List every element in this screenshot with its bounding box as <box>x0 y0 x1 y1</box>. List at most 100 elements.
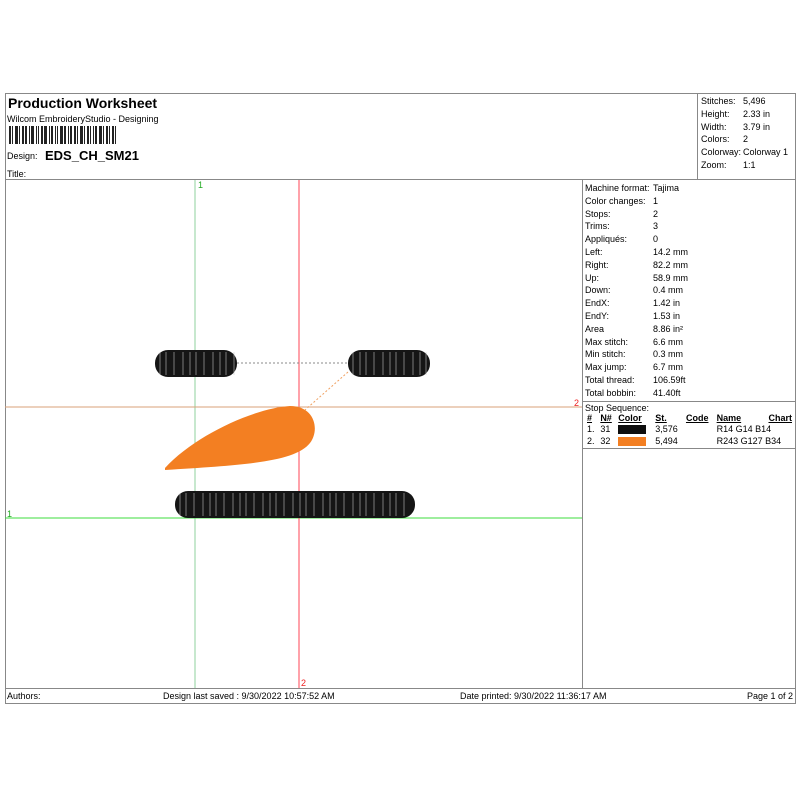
info-row: Total bobbin: 41.40ft <box>585 387 796 400</box>
info-label: Total bobbin: <box>585 387 637 398</box>
info-label: Color changes: <box>585 195 646 206</box>
color-name: R243 G127 B34 <box>716 435 782 446</box>
info-value: 0 <box>653 234 659 245</box>
info-panel: Machine format: Tajima Color changes: 1 Stop… <box>582 180 796 688</box>
info-value: 1.42 in <box>653 298 681 309</box>
stat-label: Colorway: <box>701 147 742 158</box>
info-label: Right: <box>585 259 609 270</box>
info-row: Right: 82.2 mm <box>585 259 796 272</box>
page-title: Production Worksheet <box>8 95 158 111</box>
column-header: Name <box>716 412 742 423</box>
info-label: Area <box>585 323 605 334</box>
info-row: Area 8.86 in² <box>585 323 796 336</box>
info-value: 6.7 mm <box>653 362 684 373</box>
column-header: N# <box>600 412 612 423</box>
stat-value: Colorway 1 <box>743 147 789 158</box>
black-pill-right <box>348 350 430 377</box>
info-row: Color changes: 1 <box>585 195 796 208</box>
column-header: # <box>587 412 593 423</box>
color-name: R14 G14 B14 <box>716 423 772 434</box>
color-swatch <box>616 423 653 435</box>
info-value: 6.6 mm <box>653 336 684 347</box>
info-row: Stops: 2 <box>585 208 796 221</box>
code <box>684 435 715 447</box>
info-label: Left: <box>585 246 603 257</box>
needle-number: 32 <box>600 435 611 446</box>
info-row: Max stitch: 6.6 mm <box>585 336 796 349</box>
stat-row: Width: 3.79 in <box>701 121 796 134</box>
design-preview: 1 2 1 2 <box>5 180 582 688</box>
stat-row: Colors: 2 <box>701 133 796 146</box>
table-row: 1. 31 3,576 R14 G14 B14 <box>585 423 794 435</box>
info-row: EndX: 1.42 in <box>585 297 796 310</box>
stat-value: 3.79 in <box>743 121 771 132</box>
stat-label: Colors: <box>701 134 730 145</box>
stat-label: Stitches: <box>701 96 736 106</box>
stat-label: Height: <box>701 108 730 119</box>
stop-sequence-table: # N# Color St. Code Name Chart 1. 31 3,576 R14 G14… <box>585 413 794 447</box>
row-index: 1. <box>587 423 595 434</box>
stat-row: Stitches: 5,496 <box>701 95 796 108</box>
info-row: Down: 0.4 mm <box>585 284 796 297</box>
info-value: 58.9 mm <box>653 272 689 283</box>
stitch-count: 3,576 <box>655 423 678 434</box>
design-label: Design: <box>7 151 38 161</box>
info-label: EndY: <box>585 310 610 321</box>
column-header: St. <box>655 412 667 423</box>
authors-label: Authors: <box>7 691 41 701</box>
needle-number: 31 <box>600 423 611 434</box>
info-value: 14.2 mm <box>653 246 689 257</box>
info-row: Appliqués: 0 <box>585 233 796 246</box>
info-label: Stops: <box>585 208 611 219</box>
stitch-count: 5,494 <box>655 435 678 446</box>
stat-label: Zoom: <box>701 159 727 170</box>
title-label: Title: <box>7 169 27 179</box>
info-row: Left: 14.2 mm <box>585 246 796 259</box>
info-value: 1.53 in <box>653 310 681 321</box>
info-label: Max stitch: <box>585 336 629 347</box>
date-printed: Date printed: 9/30/2022 11:36:17 AM <box>460 691 607 701</box>
info-row: Trims: 3 <box>585 220 796 233</box>
header: Production Worksheet Wilcom EmbroiderySt… <box>5 93 697 180</box>
color-swatch <box>616 435 653 447</box>
guide-label-bottom: 2 <box>301 678 306 688</box>
info-value: 82.2 mm <box>653 259 689 270</box>
info-label: Trims: <box>585 221 610 232</box>
worksheet-frame <box>5 93 796 704</box>
barcode <box>9 126 139 144</box>
subtitle: Wilcom EmbroideryStudio - Designing <box>7 114 159 124</box>
info-value: 106.59ft <box>653 374 686 385</box>
last-saved: Design last saved : 9/30/2022 10:57:52 A… <box>163 691 335 701</box>
table-row: 2. 32 5,494 R243 G127 B34 <box>585 435 794 447</box>
stat-value: 2 <box>743 134 749 145</box>
stats-box: Stitches: 5,496 Height: 2.33 in Width: 3.79 i… <box>697 93 796 180</box>
info-label: Max jump: <box>585 362 627 373</box>
design-name: EDS_CH_SM21 <box>45 148 139 163</box>
column-header: Color <box>618 412 642 423</box>
stat-label: Width: <box>701 121 727 132</box>
stop-sequence-label: Stop Sequence: <box>585 402 650 413</box>
info-row: Total thread: 106.59ft <box>585 374 796 387</box>
stat-row: Zoom: 1:1 <box>701 159 796 172</box>
column-header: Chart <box>768 412 792 423</box>
guide-label-left: 1 <box>7 509 12 519</box>
info-label: Min stitch: <box>585 349 626 360</box>
orange-teardrop <box>165 406 315 470</box>
info-label: Machine format: <box>585 183 650 193</box>
stat-value: 5,496 <box>743 96 766 106</box>
guide-label-top: 1 <box>198 180 203 190</box>
info-row: Up: 58.9 mm <box>585 272 796 285</box>
stat-row: Colorway: Colorway 1 <box>701 146 796 159</box>
guide-label-right: 2 <box>574 398 579 408</box>
info-value: 8.86 in² <box>653 323 684 334</box>
black-pill-bottom <box>175 491 415 518</box>
info-value: 3 <box>653 221 659 232</box>
info-label: Appliqués: <box>585 234 628 245</box>
stat-value: 1:1 <box>743 159 756 170</box>
info-value: 0.3 mm <box>653 349 684 360</box>
info-label: Up: <box>585 272 600 283</box>
row-index: 2. <box>587 435 595 446</box>
stat-row: Height: 2.33 in <box>701 108 796 121</box>
page-number: Page 1 of 2 <box>746 691 793 701</box>
info-value: 2 <box>653 208 659 219</box>
